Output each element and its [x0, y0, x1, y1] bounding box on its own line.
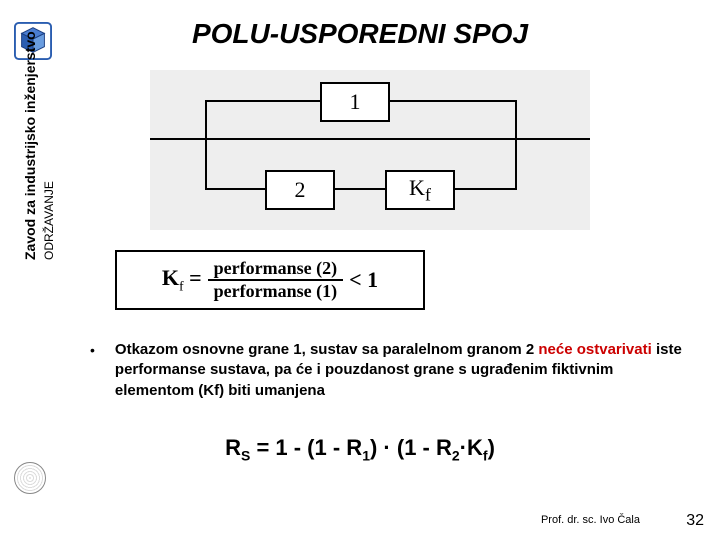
page-title: POLU-USPOREDNI SPOJ — [0, 18, 720, 50]
reliability-equation: RS = 1 - (1 - R1) · (1 - R2·Kf) — [0, 435, 720, 463]
kf-formula: Kf = performanse (2) performanse (1) < 1 — [115, 250, 425, 310]
bullet-marker: • — [90, 342, 95, 401]
block-1-label: 1 — [350, 89, 361, 115]
highlight-text: neće ostvarivati — [538, 341, 651, 358]
block-kf: Kf — [385, 170, 455, 210]
formula-rhs: < 1 — [349, 267, 378, 293]
block-1: 1 — [320, 82, 390, 122]
bullet-point: • Otkazom osnovne grane 1, sustav sa par… — [90, 340, 690, 401]
sidebar-institute: Zavod za industrijsko inženjerstvo — [22, 31, 38, 260]
block-2: 2 — [265, 170, 335, 210]
footer-author: Prof. dr. sc. Ivo Čala — [541, 514, 640, 526]
sidebar-course: ODRŽAVANJE — [42, 181, 56, 260]
block-kf-label: Kf — [409, 175, 431, 205]
bullet-text: Otkazom osnovne grane 1, sustav sa paral… — [115, 340, 690, 401]
reliability-diagram: 1 2 Kf — [150, 70, 590, 230]
seal-icon — [14, 462, 46, 494]
block-2-label: 2 — [295, 177, 306, 203]
page-number: 32 — [686, 512, 704, 530]
formula-lhs: Kf = — [162, 265, 202, 295]
formula-frac: performanse (2) performanse (1) — [208, 258, 343, 302]
